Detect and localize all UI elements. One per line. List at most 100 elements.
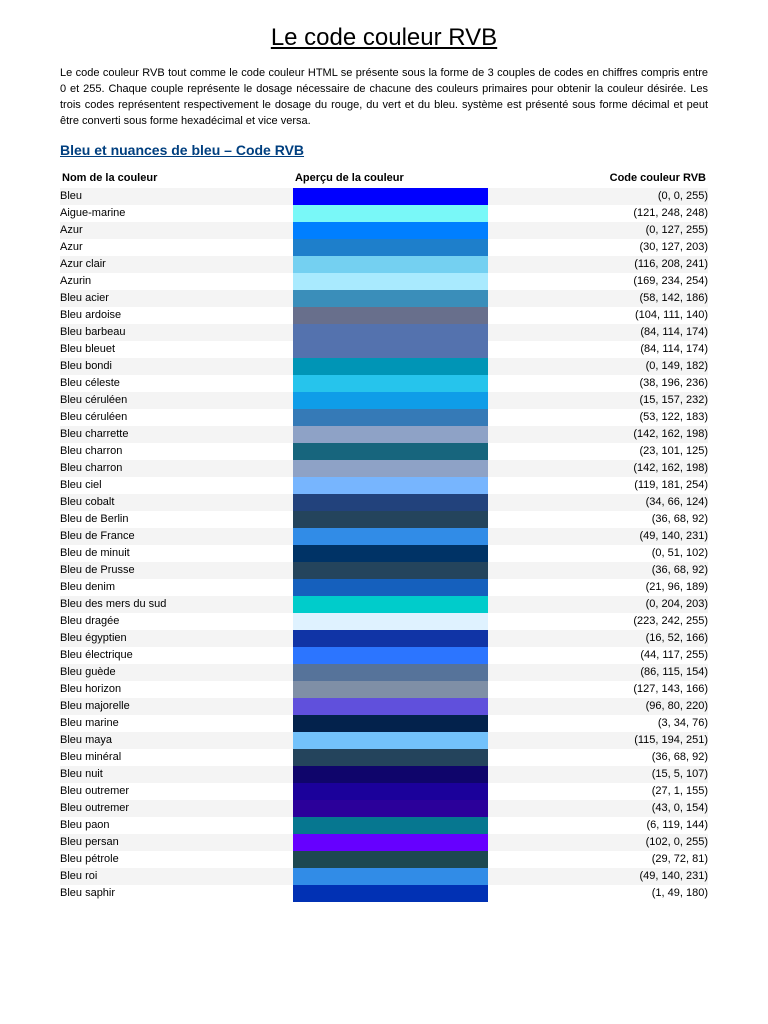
table-row: Bleu denim(21, 96, 189) (60, 579, 708, 596)
color-code: (119, 181, 254) (488, 477, 708, 494)
color-table: Nom de la couleur Aperçu de la couleur C… (60, 168, 708, 902)
table-row: Bleu barbeau (84, 114, 174) (60, 324, 708, 341)
color-code: (36, 68, 92) (488, 562, 708, 579)
color-swatch (293, 528, 488, 545)
color-swatch-cell (293, 409, 488, 426)
color-code: (84, 114, 174) (488, 324, 708, 341)
color-code: (16, 52, 166) (488, 630, 708, 647)
color-swatch-cell (293, 596, 488, 613)
color-swatch (293, 868, 488, 885)
table-row: Bleu paon(6, 119, 144) (60, 817, 708, 834)
table-row: Bleu minéral(36, 68, 92) (60, 749, 708, 766)
color-swatch-cell (293, 392, 488, 409)
table-row: Bleu ardoise(104, 111, 140) (60, 307, 708, 324)
table-row: Bleu des mers du sud (0, 204, 203) (60, 596, 708, 613)
color-name: Aigue-marine (60, 205, 293, 222)
color-code: (30, 127, 203) (488, 239, 708, 256)
color-code: (169, 234, 254) (488, 273, 708, 290)
table-row: Bleu bleuet (84, 114, 174) (60, 341, 708, 358)
color-swatch-cell (293, 222, 488, 239)
color-swatch (293, 562, 488, 579)
color-swatch-cell (293, 341, 488, 358)
color-swatch-cell (293, 681, 488, 698)
color-code: (84, 114, 174) (488, 341, 708, 358)
table-row: Bleu saphir(1, 49, 180) (60, 885, 708, 902)
table-row: Bleu ciel(119, 181, 254) (60, 477, 708, 494)
table-row: Bleu céleste (38, 196, 236) (60, 375, 708, 392)
color-swatch (293, 545, 488, 562)
color-name: Bleu bondi (60, 358, 293, 375)
color-name: Bleu de minuit (60, 545, 293, 562)
color-name: Bleu ardoise (60, 307, 293, 324)
color-code: (21, 96, 189) (488, 579, 708, 596)
table-row: Bleu outremer(43, 0, 154) (60, 800, 708, 817)
table-row: Bleu dragée(223, 242, 255) (60, 613, 708, 630)
color-swatch (293, 851, 488, 868)
color-swatch (293, 477, 488, 494)
table-row: Azur(0, 127, 255) (60, 222, 708, 239)
color-code: (142, 162, 198) (488, 426, 708, 443)
color-name: Bleu paon (60, 817, 293, 834)
color-name: Bleu de Prusse (60, 562, 293, 579)
color-swatch-cell (293, 324, 488, 341)
color-name: Bleu outremer (60, 783, 293, 800)
color-swatch-cell (293, 273, 488, 290)
color-swatch (293, 341, 488, 358)
table-row: Bleu acier(58, 142, 186) (60, 290, 708, 307)
table-row: Bleu cobalt(34, 66, 124) (60, 494, 708, 511)
color-name: Bleu (60, 188, 293, 205)
color-name: Bleu céleste (60, 375, 293, 392)
color-swatch-cell (293, 647, 488, 664)
color-swatch (293, 273, 488, 290)
color-code: (49, 140, 231) (488, 528, 708, 545)
color-swatch-cell (293, 664, 488, 681)
color-swatch-cell (293, 613, 488, 630)
color-code: (38, 196, 236) (488, 375, 708, 392)
color-name: Bleu égyptien (60, 630, 293, 647)
color-swatch (293, 596, 488, 613)
color-code: (27, 1, 155) (488, 783, 708, 800)
color-code: (0, 0, 255) (488, 188, 708, 205)
color-swatch-cell (293, 290, 488, 307)
color-swatch-cell (293, 732, 488, 749)
color-code: (142, 162, 198) (488, 460, 708, 477)
color-code: (0, 127, 255) (488, 222, 708, 239)
col-header-code: Code couleur RVB (488, 168, 708, 188)
color-swatch-cell (293, 868, 488, 885)
color-code: (23, 101, 125) (488, 443, 708, 460)
color-code: (102, 0, 255) (488, 834, 708, 851)
color-swatch (293, 443, 488, 460)
col-header-swatch: Aperçu de la couleur (293, 168, 488, 188)
color-code: (44, 117, 255) (488, 647, 708, 664)
color-name: Bleu persan (60, 834, 293, 851)
table-row: Bleu électrique(44, 117, 255) (60, 647, 708, 664)
table-row: Bleu (0, 0, 255) (60, 188, 708, 205)
color-name: Bleu céruléen (60, 392, 293, 409)
color-swatch-cell (293, 698, 488, 715)
table-row: Azurin(169, 234, 254) (60, 273, 708, 290)
color-swatch (293, 256, 488, 273)
color-swatch (293, 205, 488, 222)
table-row: Aigue-marine(121, 248, 248) (60, 205, 708, 222)
color-swatch-cell (293, 766, 488, 783)
color-swatch-cell (293, 545, 488, 562)
color-name: Bleu bleuet (60, 341, 293, 358)
table-row: Bleu de Prusse (36, 68, 92) (60, 562, 708, 579)
color-code: (116, 208, 241) (488, 256, 708, 273)
color-code: (0, 204, 203) (488, 596, 708, 613)
color-swatch (293, 715, 488, 732)
color-name: Bleu charron (60, 460, 293, 477)
color-swatch (293, 426, 488, 443)
color-swatch-cell (293, 494, 488, 511)
color-swatch-cell (293, 851, 488, 868)
color-name: Azur (60, 239, 293, 256)
color-swatch (293, 885, 488, 902)
color-name: Bleu céruléen (60, 409, 293, 426)
color-name: Bleu des mers du sud (60, 596, 293, 613)
table-row: Bleu majorelle(96, 80, 220) (60, 698, 708, 715)
color-name: Bleu barbeau (60, 324, 293, 341)
table-row: Bleu nuit(15, 5, 107) (60, 766, 708, 783)
color-swatch (293, 460, 488, 477)
color-code: (36, 68, 92) (488, 511, 708, 528)
color-swatch-cell (293, 528, 488, 545)
